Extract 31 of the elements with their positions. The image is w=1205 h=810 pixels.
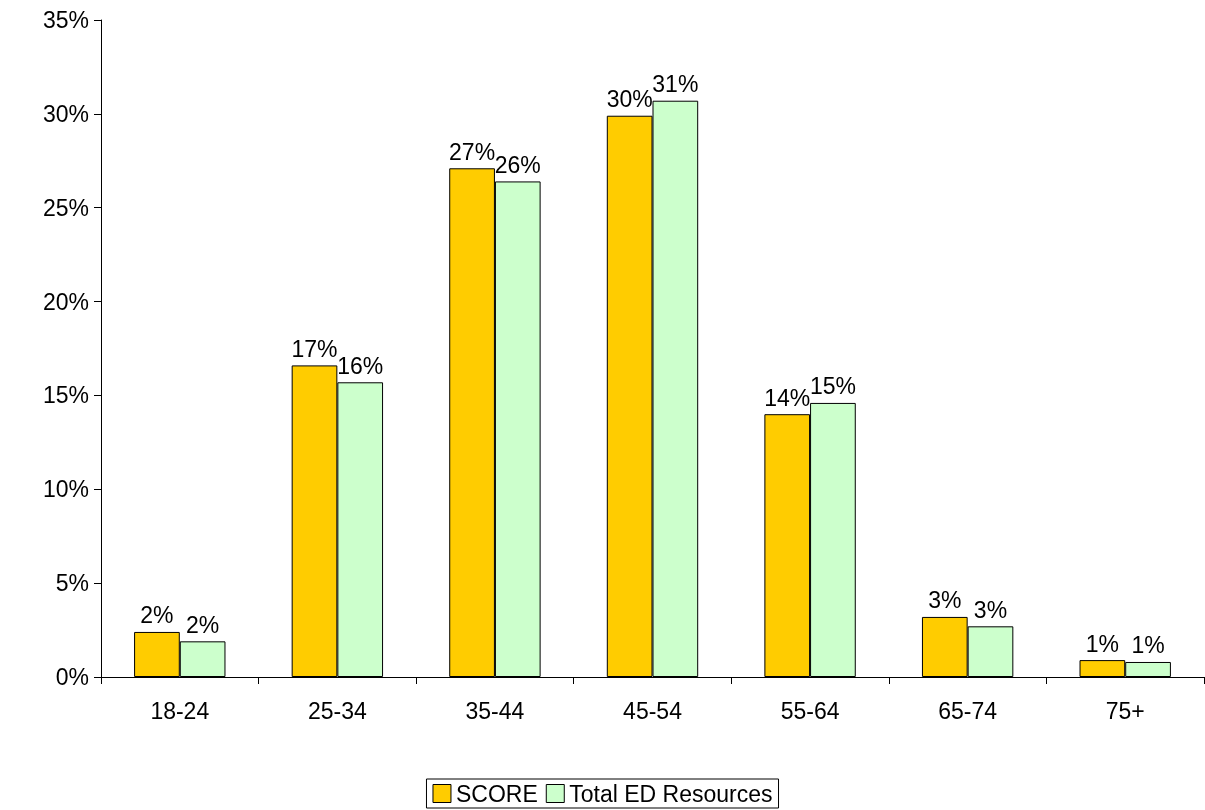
x-tick-label: 25-34 — [307, 697, 367, 724]
data-label: 30% — [606, 86, 653, 113]
data-label: 1% — [1131, 632, 1165, 659]
data-label: 1% — [1085, 630, 1119, 657]
y-tick-label: 15% — [42, 382, 89, 409]
x-tick-label: 35-44 — [465, 697, 525, 724]
x-tick-label: 55-64 — [780, 697, 840, 724]
y-tick-label: 10% — [42, 476, 89, 503]
x-tick-label: 75+ — [1105, 697, 1145, 724]
y-tick-label: 0% — [55, 664, 89, 690]
data-label: 3% — [928, 587, 962, 614]
data-label: 31% — [652, 71, 699, 98]
data-label: 15% — [809, 373, 856, 400]
y-tick-label: 30% — [42, 100, 89, 127]
y-tick-label: 35% — [42, 7, 89, 33]
x-tick-label: 18-24 — [150, 697, 210, 724]
y-tick-label: 25% — [42, 194, 89, 221]
y-tick-label: 5% — [55, 570, 89, 597]
data-label: 17% — [291, 335, 338, 362]
data-label: 27% — [449, 138, 496, 165]
legend-label: SCORE — [455, 780, 538, 807]
x-tick-label: 45-54 — [623, 697, 683, 724]
data-label: 16% — [337, 352, 384, 379]
data-label: 3% — [973, 596, 1008, 623]
data-label: 26% — [494, 151, 541, 178]
y-tick-label: 20% — [42, 288, 89, 315]
data-label: 14% — [764, 384, 811, 411]
x-tick-label: 65-74 — [938, 697, 998, 724]
data-label: 2% — [140, 602, 174, 629]
legend-label: Total ED Resources — [569, 780, 773, 807]
data-label: 2% — [186, 611, 220, 638]
